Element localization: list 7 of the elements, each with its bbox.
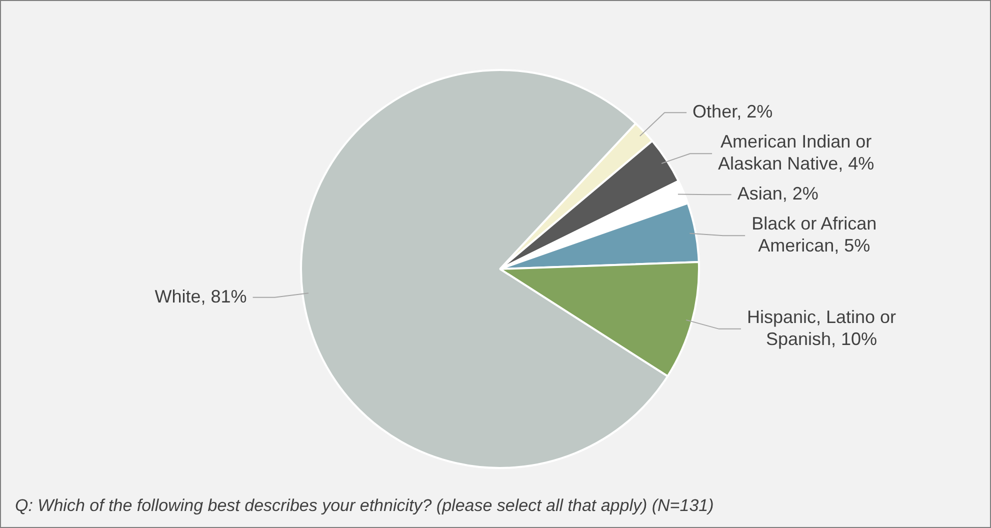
text: Q: Which of the following best describes your ethnicity? (please select all that apply) (N=131) [15,496,714,515]
slice-label: Other, 2% [692,102,773,122]
slice-label: White, 81% [154,286,247,306]
slice-label: American Indian or Alaskan Native, 4% [718,132,874,174]
slice-label: Hispanic, Latino or Spanish, 10% [746,306,896,349]
slice-label: Asian, 2% [737,184,818,204]
slice-label: Black or African American, 5% [752,214,877,256]
